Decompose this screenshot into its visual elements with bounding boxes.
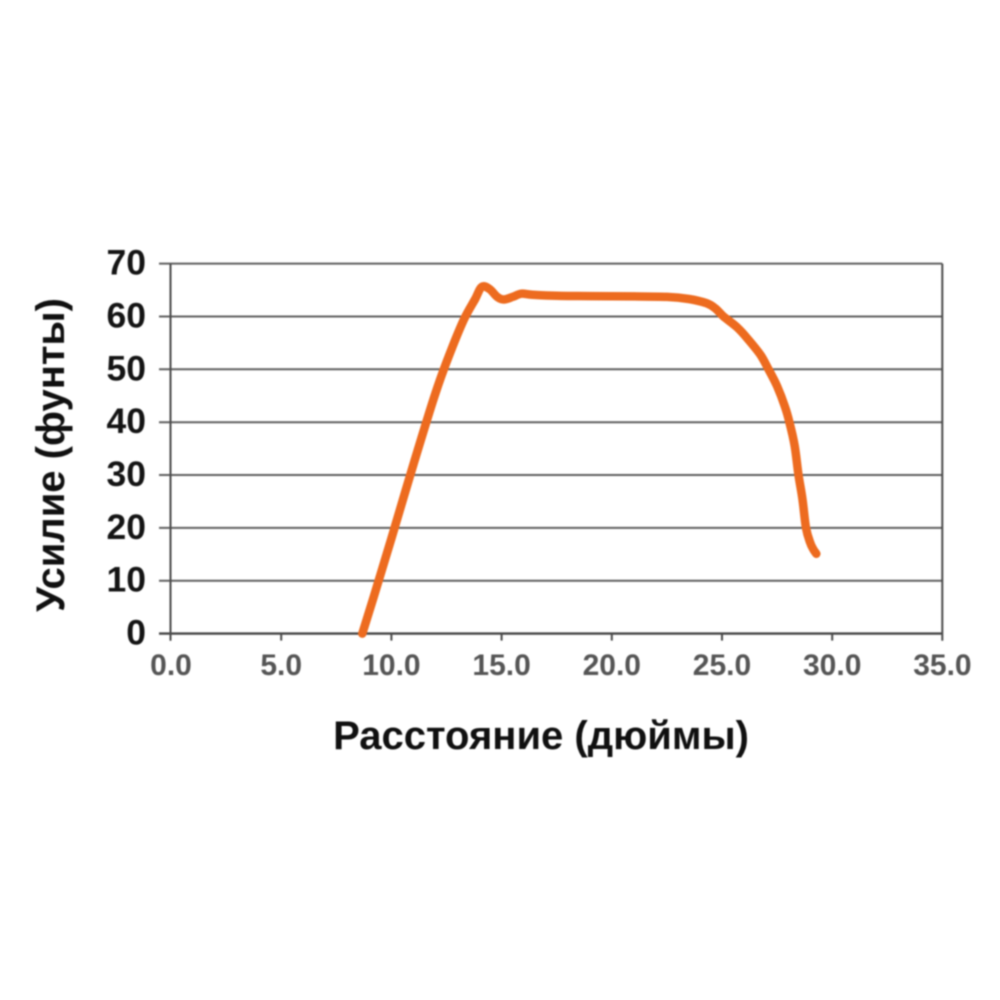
svg-text:40: 40 [107,401,147,441]
svg-text:20: 20 [107,507,147,547]
svg-text:15.0: 15.0 [472,649,530,682]
svg-text:0: 0 [126,613,146,653]
svg-text:30.0: 30.0 [803,649,861,682]
svg-text:10: 10 [107,560,147,600]
svg-text:60: 60 [107,296,147,336]
svg-text:35.0: 35.0 [913,649,971,682]
svg-text:0.0: 0.0 [150,649,192,682]
svg-text:25.0: 25.0 [693,649,751,682]
svg-text:Усилие (фунты): Усилие (фунты) [29,298,73,612]
svg-text:10.0: 10.0 [362,649,420,682]
svg-text:70: 70 [107,243,147,283]
svg-text:20.0: 20.0 [583,649,641,682]
svg-text:30: 30 [107,454,147,494]
svg-text:5.0: 5.0 [260,649,302,682]
svg-text:Расстояние (дюймы): Расстояние (дюймы) [333,714,749,758]
svg-text:50: 50 [107,348,147,388]
